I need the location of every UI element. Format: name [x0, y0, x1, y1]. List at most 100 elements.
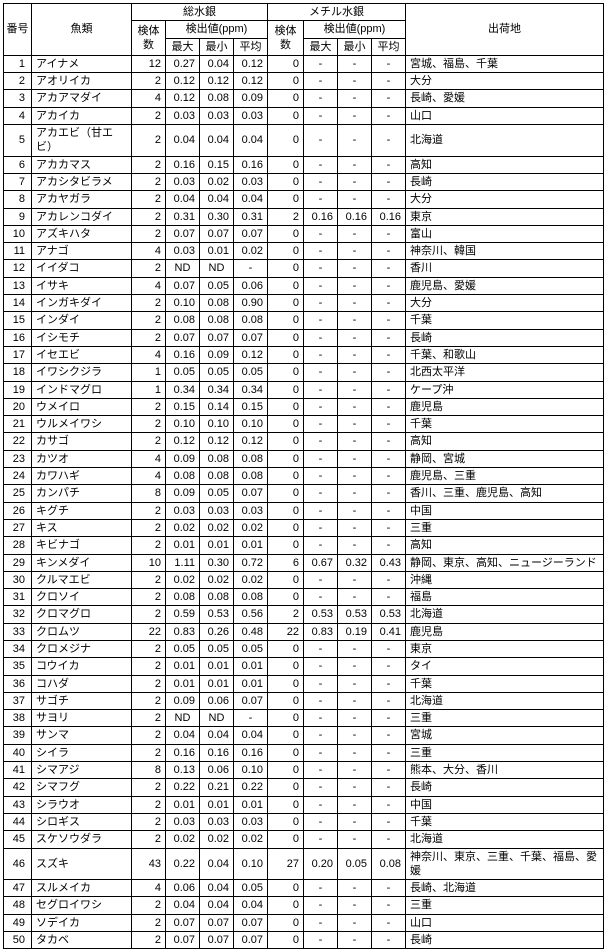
cell-tmax: 0.05 [166, 640, 200, 657]
cell-tmin: 0.04 [200, 880, 234, 897]
cell-mavg: - [372, 692, 406, 709]
cell-tmin: ND [200, 710, 234, 727]
cell-tcnt: 2 [132, 744, 166, 761]
cell-fish: インダイ [32, 312, 132, 329]
cell-mavg: 0.08 [372, 848, 406, 880]
cell-mcnt: 0 [268, 658, 304, 675]
cell-fish: シマアジ [32, 762, 132, 779]
cell-tavg: 0.56 [234, 606, 268, 623]
hdr-mmin: 最小 [338, 38, 372, 55]
cell-fish: イイダコ [32, 260, 132, 277]
cell-tcnt: 2 [132, 173, 166, 190]
cell-tavg: 0.12 [234, 73, 268, 90]
cell-origin: 神奈川、韓国 [406, 243, 604, 260]
cell-mmin: - [338, 727, 372, 744]
cell-mavg: - [372, 485, 406, 502]
cell-mmin: - [338, 502, 372, 519]
table-row: 17イセエビ40.160.090.120---千葉、和歌山 [4, 346, 604, 363]
cell-no: 5 [4, 125, 32, 157]
cell-mmax: - [304, 364, 338, 381]
cell-mmax: - [304, 468, 338, 485]
cell-tmin: 0.12 [200, 433, 234, 450]
cell-tavg: 0.02 [234, 831, 268, 848]
cell-fish: アカイカ [32, 107, 132, 124]
cell-mavg: - [372, 398, 406, 415]
mercury-table: 番号 魚類 総水銀 メチル水銀 出荷地 検体数 検出値(ppm) 検体数 検出値… [3, 3, 604, 949]
cell-tcnt: 2 [132, 571, 166, 588]
cell-tmin: 0.04 [200, 125, 234, 157]
table-row: 20ウメイロ20.150.140.150---鹿児島 [4, 398, 604, 415]
cell-tcnt: 2 [132, 107, 166, 124]
cell-fish: アカヤガラ [32, 191, 132, 208]
cell-origin: 山口 [406, 107, 604, 124]
table-row: 25カンパチ80.090.050.070---香川、三重、鹿児島、高知 [4, 485, 604, 502]
cell-mmin: - [338, 450, 372, 467]
cell-tmin: 0.04 [200, 191, 234, 208]
cell-tmin: 0.06 [200, 692, 234, 709]
table-row: 29キンメダイ101.110.300.7260.670.320.43静岡、東京、… [4, 554, 604, 571]
cell-mcnt: 0 [268, 779, 304, 796]
cell-origin: 長崎 [406, 779, 604, 796]
cell-mmax: - [304, 658, 338, 675]
table-row: 43シラウオ20.010.010.010---中国 [4, 796, 604, 813]
cell-tmax: ND [166, 260, 200, 277]
cell-fish: クロメジナ [32, 640, 132, 657]
table-row: 14インガキダイ20.100.080.900---大分 [4, 295, 604, 312]
cell-fish: カンパチ [32, 485, 132, 502]
hdr-tmax: 最大 [166, 38, 200, 55]
cell-mmin: - [338, 156, 372, 173]
cell-mavg: - [372, 381, 406, 398]
hdr-fish: 魚類 [32, 4, 132, 56]
cell-mmax: - [304, 312, 338, 329]
cell-fish: キグチ [32, 502, 132, 519]
cell-fish: セグロイワシ [32, 897, 132, 914]
cell-mmin: - [338, 914, 372, 931]
cell-tmax: 1.11 [166, 554, 200, 571]
table-row: 36コハダ20.010.010.010---千葉 [4, 675, 604, 692]
cell-tmin: 0.53 [200, 606, 234, 623]
cell-mmin: - [338, 346, 372, 363]
cell-tavg: 0.03 [234, 173, 268, 190]
cell-mcnt: 0 [268, 73, 304, 90]
cell-mmin: - [338, 364, 372, 381]
cell-tmax: 0.03 [166, 107, 200, 124]
cell-mmax: 0.20 [304, 848, 338, 880]
cell-fish: キビナゴ [32, 537, 132, 554]
hdr-mcnt: 検体数 [268, 21, 304, 56]
cell-no: 14 [4, 295, 32, 312]
cell-tavg: 0.01 [234, 537, 268, 554]
cell-tavg: 0.72 [234, 554, 268, 571]
cell-tavg: 0.08 [234, 468, 268, 485]
cell-fish: インガキダイ [32, 295, 132, 312]
cell-tmin: 0.05 [200, 485, 234, 502]
cell-tmin: 0.04 [200, 848, 234, 880]
cell-origin: 北海道 [406, 692, 604, 709]
table-row: 1アイナメ120.270.040.120---宮城、福島、千葉 [4, 55, 604, 72]
cell-tmax: 0.03 [166, 813, 200, 830]
cell-mmin: - [338, 813, 372, 830]
cell-tcnt: 2 [132, 125, 166, 157]
hdr-tmin: 最小 [200, 38, 234, 55]
cell-tcnt: 2 [132, 710, 166, 727]
cell-mmax: - [304, 73, 338, 90]
cell-tmin: 0.01 [200, 796, 234, 813]
cell-mmax: - [304, 260, 338, 277]
cell-mmin: 0.19 [338, 623, 372, 640]
cell-tavg: 0.03 [234, 107, 268, 124]
cell-tmax: 0.08 [166, 312, 200, 329]
cell-origin: 三重 [406, 744, 604, 761]
cell-mmax: - [304, 243, 338, 260]
cell-mavg: - [372, 73, 406, 90]
cell-tmax: 0.12 [166, 433, 200, 450]
cell-fish: イセエビ [32, 346, 132, 363]
cell-mmin: - [338, 225, 372, 242]
cell-tavg: 0.04 [234, 191, 268, 208]
hdr-mavg: 平均 [372, 38, 406, 55]
cell-no: 30 [4, 571, 32, 588]
cell-tcnt: 2 [132, 416, 166, 433]
cell-origin: タイ [406, 658, 604, 675]
cell-tmax: 0.10 [166, 416, 200, 433]
cell-no: 31 [4, 589, 32, 606]
cell-mmin: - [338, 537, 372, 554]
cell-origin: 千葉 [406, 312, 604, 329]
